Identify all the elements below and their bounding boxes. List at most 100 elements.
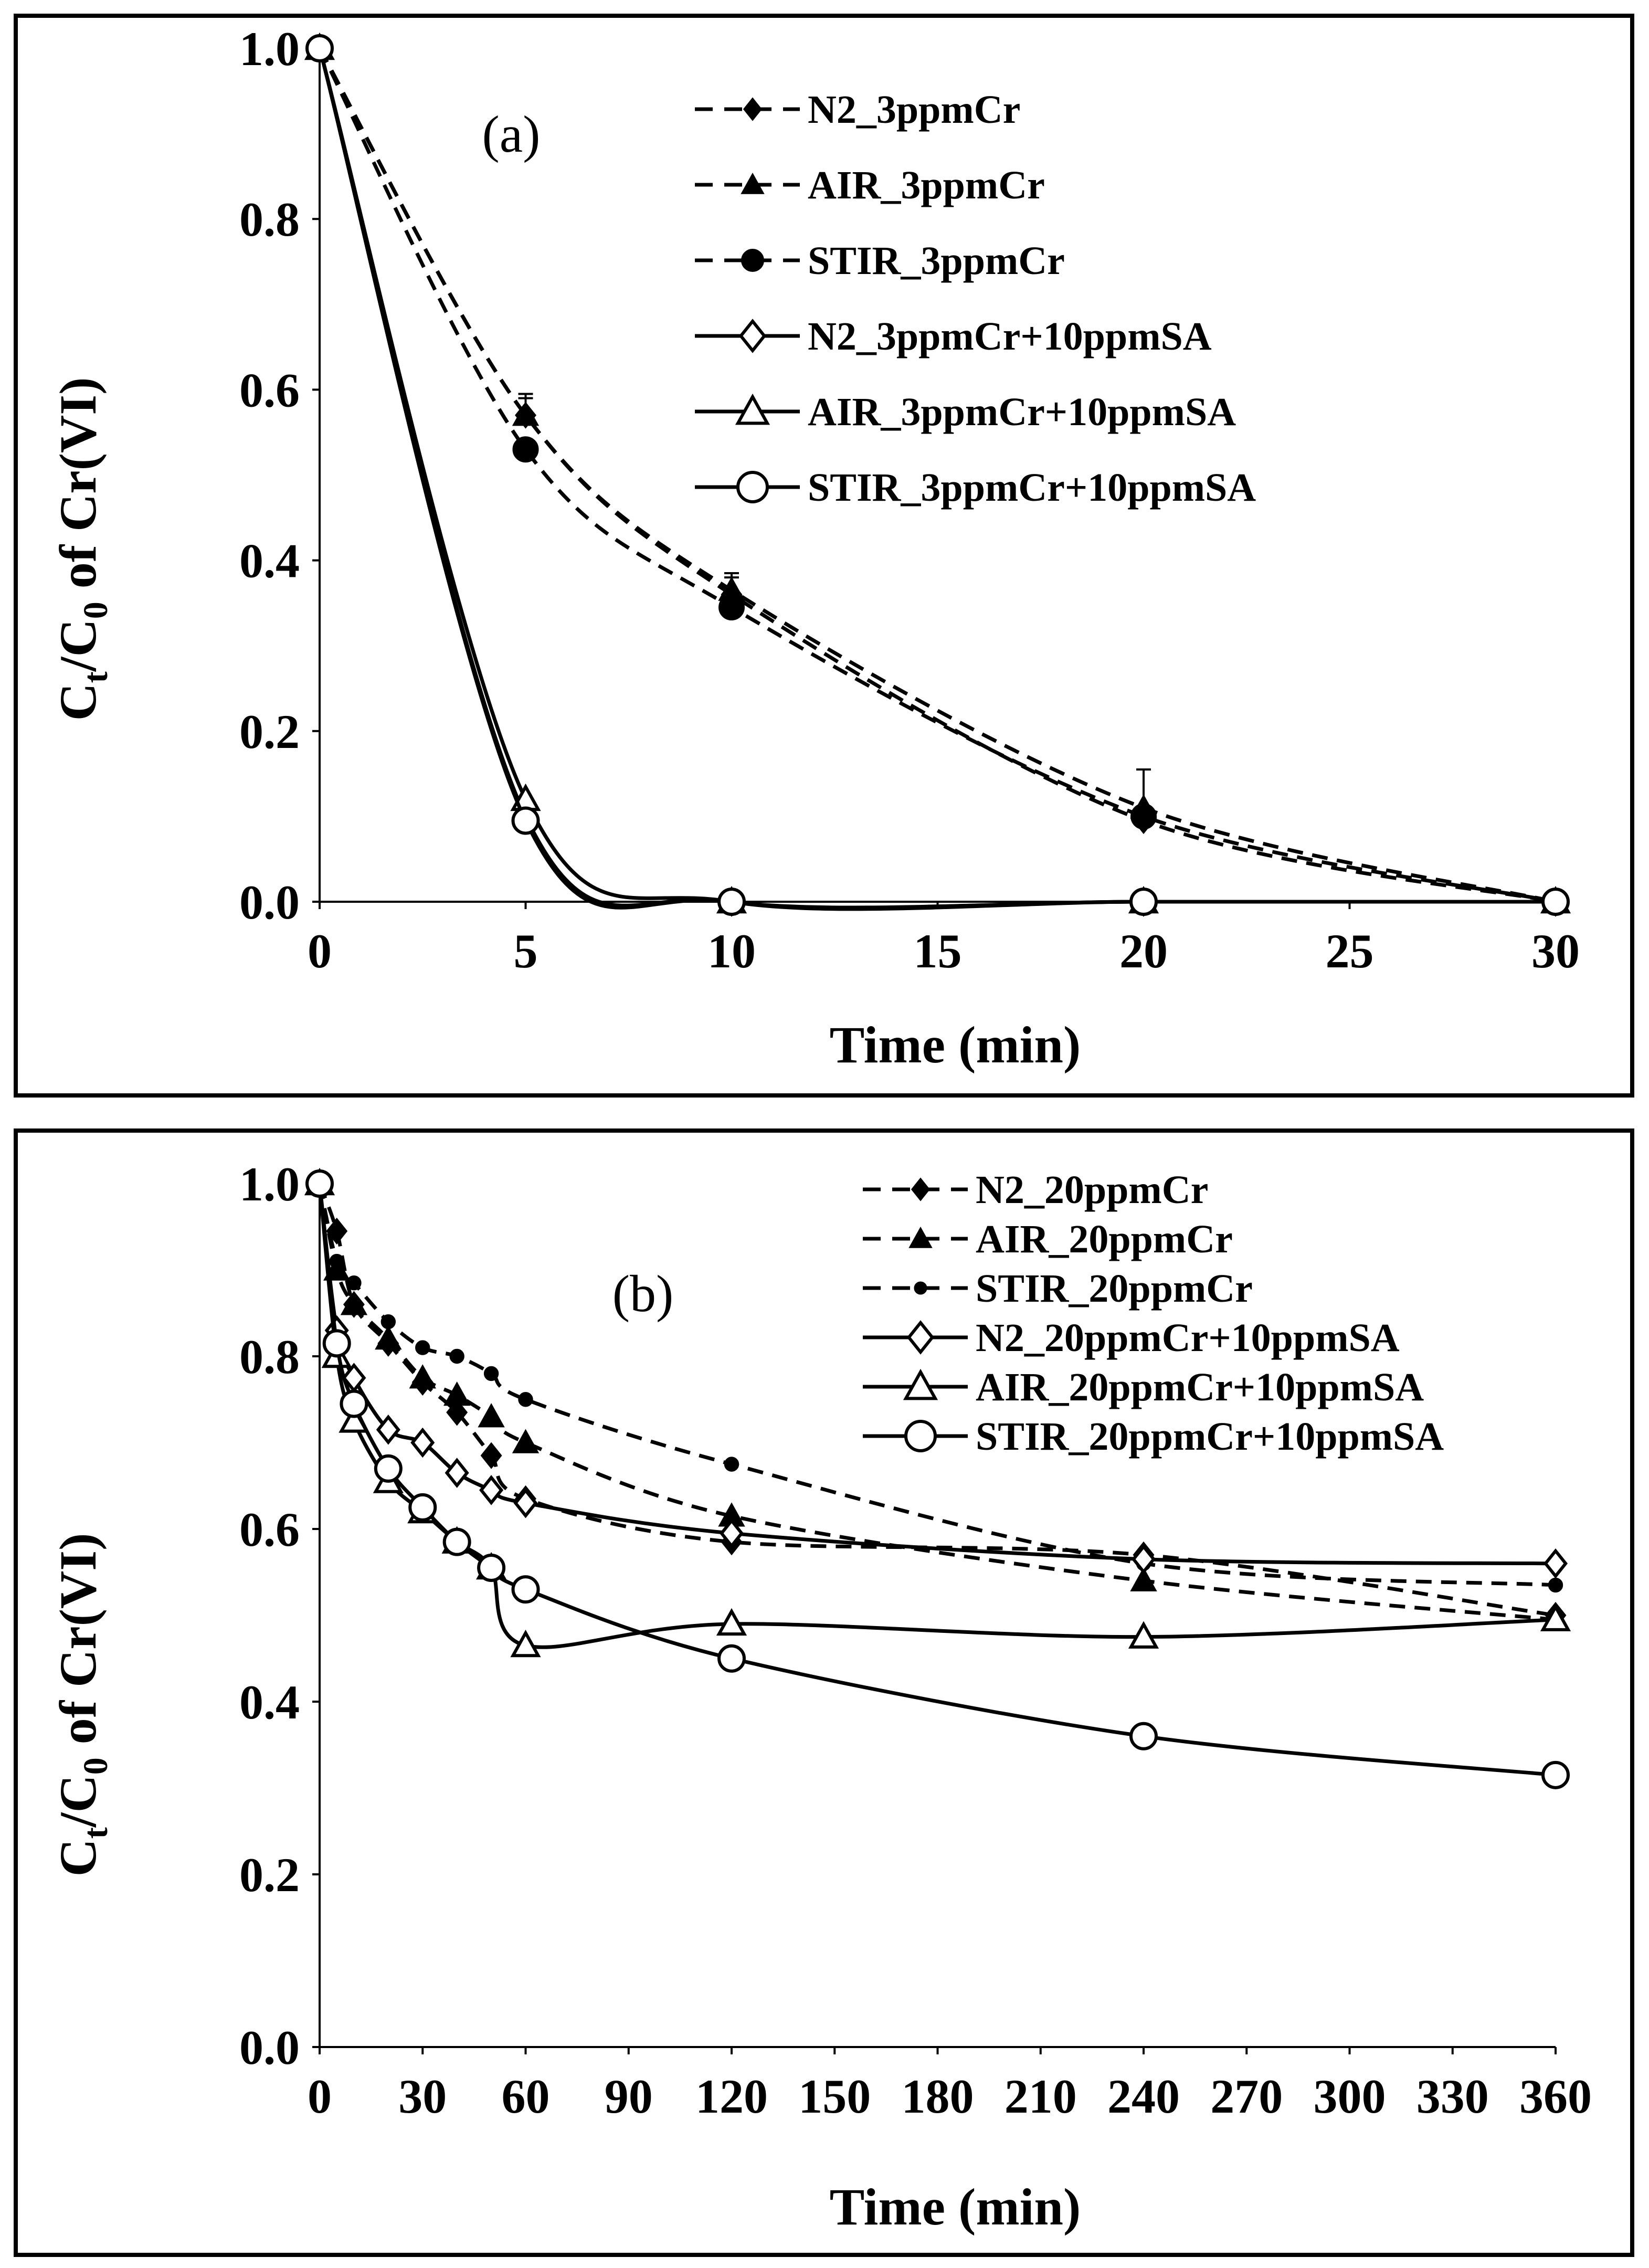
chart-b-data-point-stir-20ppmcr bbox=[415, 1340, 430, 1355]
chart-a-data-point-stir-3ppmcr bbox=[1130, 803, 1157, 830]
chart-b-data-point-stir-20ppmcr bbox=[1548, 1577, 1563, 1593]
chart-b-data-point-stir-20ppmcr bbox=[518, 1392, 533, 1407]
chart-b-data-point-stir-20ppmcr-10ppmsa bbox=[1541, 1760, 1570, 1789]
chart-a-legend-label-n2-3ppmcr-10ppmsa: N2_3ppmCr+10ppmSA bbox=[808, 314, 1212, 358]
chart-a-legend-marker-stir-3ppmcr bbox=[741, 249, 764, 272]
chart-a-legend-label-stir-3ppmcr-10ppmsa: STIR_3ppmCr+10ppmSA bbox=[808, 466, 1256, 510]
chart-b-data-point-stir-20ppmcr-10ppmsa bbox=[717, 1644, 746, 1673]
chart-a-legend-marker-air-3ppmcr bbox=[741, 172, 765, 194]
chart-b-data-point-air-20ppmcr bbox=[1130, 1567, 1157, 1591]
chart-b-legend-marker-stir-20ppmcr bbox=[914, 1281, 927, 1295]
chart-b-x-tick-label: 60 bbox=[502, 2070, 550, 2123]
chart-b-data-point-stir-20ppmcr-10ppmsa bbox=[374, 1454, 403, 1483]
chart-b-x-tick-label: 90 bbox=[605, 2070, 653, 2123]
chart-b-data-point-stir-20ppmcr-10ppmsa bbox=[408, 1493, 437, 1522]
chart-panel-a: (a) Time (min) Ct/C0 of Cr(VI) 0.0 0.2 0.4… bbox=[14, 14, 1634, 1098]
chart-b-data-point-stir-20ppmcr bbox=[329, 1253, 344, 1269]
chart-b-legend-marker-n2-20ppmcr-10ppmsa bbox=[906, 1320, 935, 1355]
chart-b-x-tick-label: 150 bbox=[798, 2070, 871, 2123]
chart-a-data-point-stir-3ppmcr-10ppmsa bbox=[717, 888, 746, 916]
chart-b-x-tick-label: 300 bbox=[1314, 2070, 1386, 2123]
chart-b-data-point-stir-20ppmcr-10ppmsa bbox=[1129, 1722, 1158, 1750]
chart-b-data-point-air-20ppmcr bbox=[478, 1403, 505, 1428]
chart-b-data-point-air-20ppmcr bbox=[340, 1291, 368, 1315]
chart-a-y-tick-label: 0.6 bbox=[239, 363, 300, 417]
chart-a-x-tick-label: 25 bbox=[1326, 924, 1374, 978]
chart-b-legend-marker-stir-20ppmcr-10ppmsa bbox=[904, 1420, 937, 1452]
chart-a-legend: N2_3ppmCr AIR_3ppmCr STIR_3ppmCr N2_3ppmCr+… bbox=[695, 88, 1256, 510]
chart-b-data-point-stir-20ppmcr bbox=[346, 1275, 362, 1291]
chart-b-data-point-stir-20ppmcr-10ppmsa bbox=[305, 1169, 334, 1198]
chart-b-x-tick-label: 120 bbox=[695, 2070, 768, 2123]
chart-b-svg: (b) Time (min) Ct/C0 of Cr(VI) 0.0 0.2 0.4… bbox=[49, 1157, 1592, 2236]
chart-a-series-stir-3ppmcr-10ppmsa bbox=[305, 34, 1570, 916]
chart-b-data-point-stir-20ppmcr bbox=[380, 1314, 396, 1330]
chart-b-data-point-n2-20ppmcr-10ppmsa bbox=[410, 1427, 435, 1458]
chart-b-data-point-stir-20ppmcr-10ppmsa bbox=[442, 1527, 471, 1556]
chart-a-y-tick-label: 0.2 bbox=[239, 705, 300, 758]
chart-b-data-point-stir-20ppmcr-10ppmsa bbox=[340, 1389, 368, 1418]
chart-b-data-point-n2-20ppmcr-10ppmsa bbox=[513, 1488, 538, 1518]
chart-b-data-point-stir-20ppmcr-10ppmsa bbox=[477, 1554, 506, 1583]
chart-a-series-line-air-3ppmcr bbox=[318, 47, 1556, 904]
chart-b-y-tick-label: 0.8 bbox=[239, 1330, 300, 1384]
chart-a-x-tick-label: 5 bbox=[514, 924, 538, 978]
chart-b-x-tick-label: 270 bbox=[1210, 2070, 1283, 2123]
chart-b-x-tick-label: 360 bbox=[1519, 2070, 1592, 2123]
chart-b-data-point-n2-20ppmcr-10ppmsa bbox=[719, 1518, 744, 1549]
chart-a-y-tick-label: 0.0 bbox=[239, 875, 300, 929]
chart-b-legend-marker-n2-20ppmcr bbox=[911, 1177, 931, 1201]
chart-a-series-line-stir-3ppmcr-10ppmsa bbox=[318, 48, 1556, 910]
y-axis-label-b: Ct/C0 of Cr(VI) bbox=[49, 1533, 115, 1877]
chart-b-data-point-stir-20ppmcr-10ppmsa bbox=[322, 1329, 351, 1358]
chart-b-data-point-air-20ppmcr bbox=[409, 1364, 436, 1389]
chart-a-legend-marker-n2-3ppmcr bbox=[743, 97, 763, 121]
x-axis-label-a: Time (min) bbox=[830, 1016, 1081, 1074]
chart-b-x-tick-label: 330 bbox=[1417, 2070, 1489, 2123]
chart-a-data-point-air-3ppmcr bbox=[512, 402, 540, 426]
chart-a-y-tick-label: 0.4 bbox=[239, 534, 300, 588]
chart-b-data-point-n2-20ppmcr-10ppmsa bbox=[445, 1458, 469, 1488]
chart-b-legend-label-stir-20ppmcr: STIR_20ppmCr bbox=[976, 1267, 1253, 1311]
x-axis-label-b: Time (min) bbox=[830, 2178, 1081, 2236]
chart-a-data-point-stir-3ppmcr-10ppmsa bbox=[1541, 888, 1570, 916]
chart-b-legend: N2_20ppmCr AIR_20ppmCr STIR_20ppmCr N2_20pp… bbox=[863, 1168, 1444, 1459]
chart-b-series-stir-20ppmcr-10ppmsa bbox=[305, 1169, 1570, 1789]
chart-a-x-tick-label: 20 bbox=[1119, 924, 1168, 978]
chart-b-data-point-n2-20ppmcr-10ppmsa bbox=[479, 1475, 504, 1505]
panel-label-b: (b) bbox=[612, 1264, 674, 1323]
chart-b-legend-label-air-20ppmcr-10ppmsa: AIR_20ppmCr+10ppmSA bbox=[976, 1365, 1424, 1409]
chart-b-data-point-air-20ppmcr-10ppmsa bbox=[1128, 1621, 1159, 1649]
chart-a-legend-label-air-3ppmcr: AIR_3ppmCr bbox=[808, 163, 1045, 207]
chart-a-data-point-stir-3ppmcr-10ppmsa bbox=[1129, 888, 1158, 916]
chart-a-data-point-stir-3ppmcr-10ppmsa bbox=[511, 806, 540, 835]
chart-a-x-tick-label: 10 bbox=[707, 924, 756, 978]
chart-a-data-point-stir-3ppmcr-10ppmsa bbox=[305, 34, 334, 62]
chart-a-svg: (a) Time (min) Ct/C0 of Cr(VI) 0.0 0.2 0.4… bbox=[49, 22, 1580, 1074]
chart-a-x-tick-label: 0 bbox=[308, 924, 332, 978]
chart-b-y-tick-label: 0.0 bbox=[239, 2021, 300, 2074]
chart-b-axes: 0.0 0.2 0.4 0.6 0.8 1.0 0 30 60 90 120 150 180 210 240… bbox=[239, 1157, 1592, 2123]
chart-b-data-point-air-20ppmcr-10ppmsa bbox=[510, 1629, 541, 1658]
chart-a-legend-label-stir-3ppmcr: STIR_3ppmCr bbox=[808, 239, 1065, 283]
chart-a-x-tick-label: 15 bbox=[914, 924, 962, 978]
chart-b-series-n2-20ppmcr-10ppmsa bbox=[307, 1168, 1568, 1579]
chart-b-y-tick-label: 1.0 bbox=[239, 1157, 300, 1211]
chart-b-y-tick-label: 0.2 bbox=[239, 1848, 300, 1902]
chart-b-legend-marker-air-20ppmcr-10ppmsa bbox=[903, 1368, 938, 1400]
chart-b-data-point-n2-20ppmcr bbox=[480, 1442, 502, 1469]
chart-b-x-tick-label: 0 bbox=[308, 2070, 332, 2123]
chart-b-data-point-air-20ppmcr-10ppmsa bbox=[716, 1608, 747, 1636]
chart-b-x-tick-label: 210 bbox=[1005, 2070, 1077, 2123]
chart-a-legend-marker-n2-3ppmcr-10ppmsa bbox=[738, 319, 767, 353]
chart-a-legend-marker-stir-3ppmcr-10ppmsa bbox=[736, 471, 769, 503]
chart-b-data-point-stir-20ppmcr bbox=[449, 1348, 464, 1364]
chart-b-x-tick-label: 240 bbox=[1107, 2070, 1180, 2123]
panel-label-a: (a) bbox=[482, 105, 541, 163]
chart-a-series-line-stir-3ppmcr bbox=[318, 47, 1556, 904]
chart-a-legend-marker-air-3ppmcr-10ppmsa bbox=[735, 393, 770, 425]
chart-b-data-point-air-20ppmcr bbox=[375, 1325, 402, 1350]
chart-b-data-point-stir-20ppmcr bbox=[724, 1457, 739, 1472]
chart-b-legend-label-n2-20ppmcr-10ppmsa: N2_20ppmCr+10ppmSA bbox=[976, 1316, 1400, 1360]
chart-panel-b: (b) Time (min) Ct/C0 of Cr(VI) 0.0 0.2 0.4… bbox=[14, 1128, 1634, 2257]
